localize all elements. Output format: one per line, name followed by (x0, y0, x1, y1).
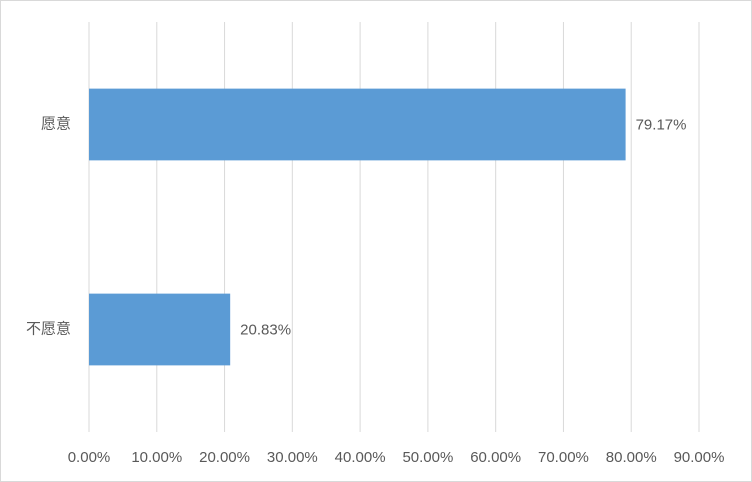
x-tick-label: 30.00% (267, 449, 318, 466)
data-label: 20.83% (240, 321, 291, 338)
x-tick-label: 40.00% (335, 449, 386, 466)
bar (89, 88, 626, 161)
y-tick-label: 愿意 (41, 114, 71, 132)
x-tick-label: 20.00% (199, 449, 250, 466)
x-tick-label: 90.00% (674, 449, 725, 466)
x-tick-label: 70.00% (538, 449, 589, 466)
x-tick-label: 60.00% (470, 449, 521, 466)
x-tick-label: 80.00% (606, 449, 657, 466)
x-tick-label: 0.00% (68, 449, 111, 466)
x-tick-label: 50.00% (402, 449, 453, 466)
y-tick-label: 不愿意 (26, 319, 71, 337)
data-label: 79.17% (636, 116, 687, 133)
x-tick-label: 10.00% (131, 449, 182, 466)
bar (89, 293, 231, 366)
